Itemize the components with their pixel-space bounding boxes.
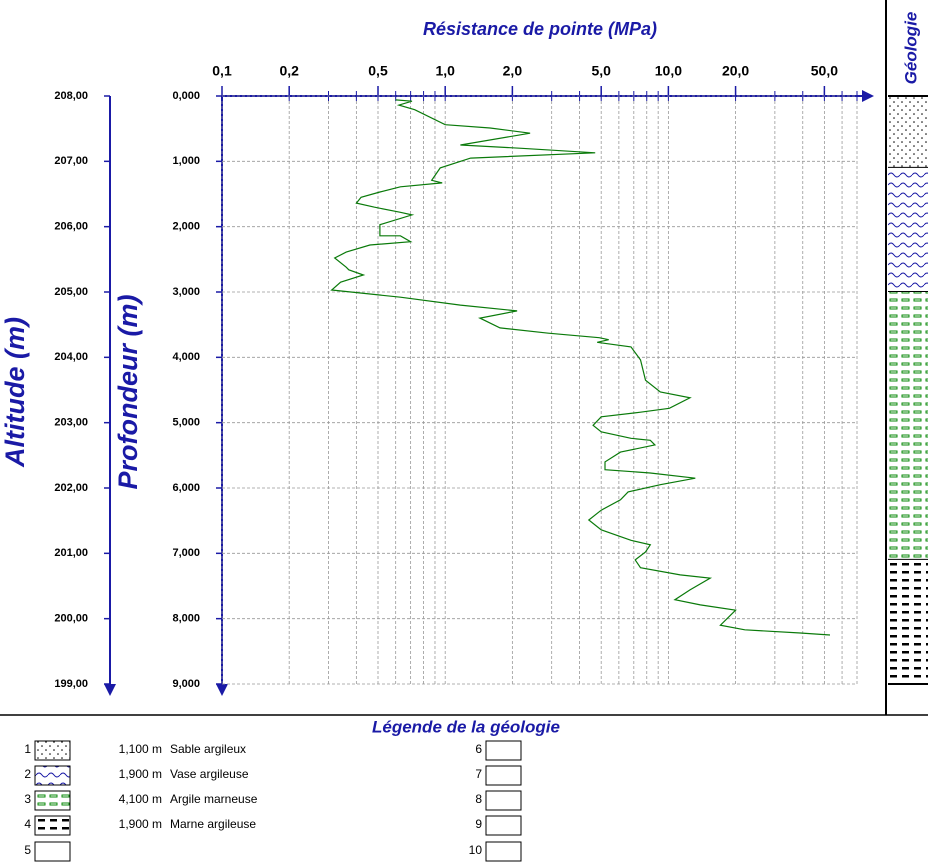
x-tick-label: 0,1 bbox=[212, 63, 232, 79]
y-tick-label: 6,000 bbox=[172, 482, 200, 494]
y-tick-label: 9,000 bbox=[172, 678, 200, 690]
legend-thickness: 1,900 m bbox=[119, 817, 162, 831]
legend-swatch bbox=[34, 740, 71, 761]
legend-swatch bbox=[485, 815, 522, 836]
y2-tick-label: 208,00 bbox=[54, 90, 88, 102]
legend-name: Vase argileuse bbox=[170, 767, 249, 781]
geology-layer bbox=[888, 559, 928, 684]
y2-tick-label: 205,00 bbox=[54, 286, 88, 298]
legend-number: 6 bbox=[475, 742, 482, 756]
x-tick-label: 5,0 bbox=[591, 63, 611, 79]
y2-tick-label: 199,00 bbox=[54, 678, 88, 690]
x-tick-label: 0,5 bbox=[368, 63, 388, 79]
y2-tick-label: 201,00 bbox=[54, 547, 88, 559]
legend-name: Sable argileux bbox=[170, 742, 246, 756]
y-tick-label: 7,000 bbox=[172, 547, 200, 559]
geology-layer bbox=[888, 96, 928, 168]
y2-tick-label: 207,00 bbox=[54, 155, 88, 167]
legend-swatch bbox=[485, 740, 522, 761]
y2-tick-label: 206,00 bbox=[54, 221, 88, 233]
legend-swatch bbox=[34, 765, 71, 786]
legend-swatch bbox=[485, 841, 522, 862]
legend-swatch bbox=[34, 841, 71, 862]
geology-title: Géologie bbox=[901, 12, 920, 85]
y-tick-label: 8,000 bbox=[172, 613, 200, 625]
x-tick-label: 50,0 bbox=[811, 63, 838, 79]
legend-swatch bbox=[485, 790, 522, 811]
legend-number: 9 bbox=[475, 817, 482, 831]
legend-number: 7 bbox=[475, 767, 482, 781]
x-tick-label: 0,2 bbox=[279, 63, 299, 79]
legend-number: 3 bbox=[24, 792, 31, 806]
chart-title: Résistance de pointe (MPa) bbox=[423, 19, 657, 39]
y-tick-label: 3,000 bbox=[172, 286, 200, 298]
legend-number: 4 bbox=[24, 817, 31, 831]
legend-number: 10 bbox=[469, 843, 483, 857]
legend-title: Légende de la géologie bbox=[372, 717, 560, 736]
x-tick-label: 1,0 bbox=[435, 63, 455, 79]
y-tick-label: 5,000 bbox=[172, 417, 200, 429]
legend-thickness: 4,100 m bbox=[119, 792, 162, 806]
y-tick-label: 0,000 bbox=[172, 90, 200, 102]
y-tick-label: 2,000 bbox=[172, 221, 200, 233]
legend-number: 5 bbox=[24, 843, 31, 857]
resistance-line bbox=[330, 99, 831, 636]
legend-swatch bbox=[34, 815, 71, 836]
legend-name: Marne argileuse bbox=[170, 817, 256, 831]
y2-tick-label: 200,00 bbox=[54, 613, 88, 625]
y-axis-label: Profondeur (m) bbox=[113, 295, 143, 490]
y2-tick-label: 203,00 bbox=[54, 417, 88, 429]
legend-swatch bbox=[485, 765, 522, 786]
legend-thickness: 1,100 m bbox=[119, 742, 162, 756]
y2-axis-label: Altitude (m) bbox=[0, 317, 30, 468]
legend-name: Argile marneuse bbox=[170, 792, 258, 806]
x-tick-label: 2,0 bbox=[503, 63, 523, 79]
legend-number: 2 bbox=[24, 767, 31, 781]
legend-swatch bbox=[34, 790, 71, 811]
legend-number: 8 bbox=[475, 792, 482, 806]
y-tick-label: 4,000 bbox=[172, 351, 200, 363]
geology-layer bbox=[888, 292, 928, 560]
y2-tick-label: 202,00 bbox=[54, 482, 88, 494]
y2-tick-label: 204,00 bbox=[54, 351, 88, 363]
legend-number: 1 bbox=[24, 742, 31, 756]
geology-layer bbox=[888, 167, 928, 292]
y-tick-label: 1,000 bbox=[172, 155, 200, 167]
x-tick-label: 10,0 bbox=[655, 63, 682, 79]
legend-thickness: 1,900 m bbox=[119, 767, 162, 781]
x-tick-label: 20,0 bbox=[722, 63, 749, 79]
